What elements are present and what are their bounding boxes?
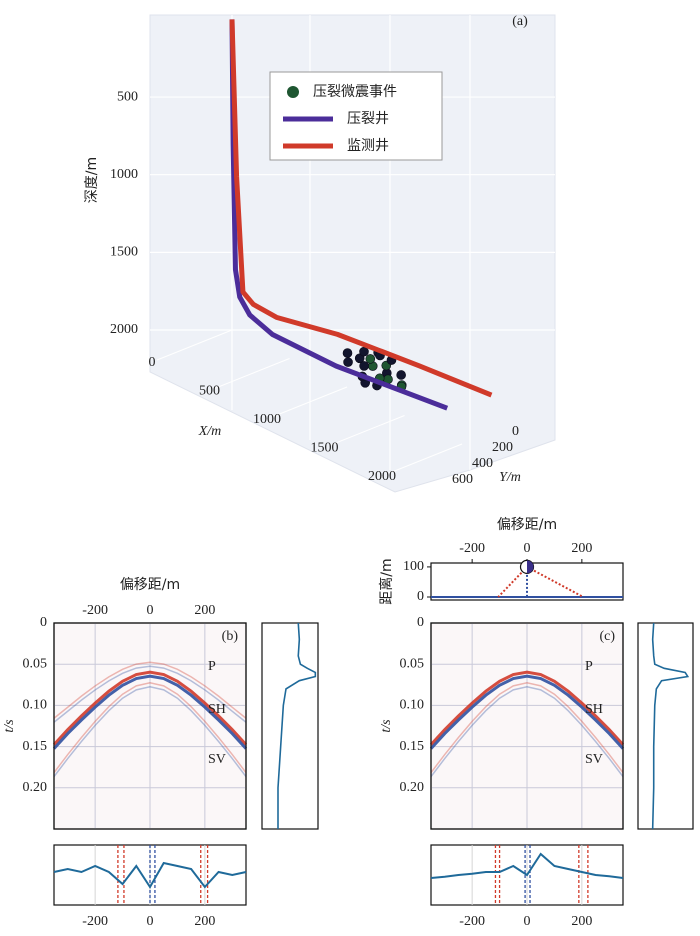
wave-annotation: P [208,659,216,674]
grid-line [271,386,348,418]
legend-label: 压裂微震事件 [313,84,397,100]
wave-annotation: SH [208,702,226,717]
y-tick-label: 0.20 [23,780,48,795]
y-tick-label: 100 [403,559,424,574]
x-tick-label: -200 [82,914,108,929]
x-tick-label: -200 [82,603,108,618]
well-path [229,19,449,411]
y-tick-label: 0 [512,424,519,439]
plot-frame [261,622,319,830]
x-tick-label: 500 [199,384,220,399]
event-point [365,354,376,364]
y-tick-label: 400 [472,456,493,471]
grid-line [386,443,463,475]
y-tick-label: 0.15 [400,739,425,754]
event-point [359,361,369,371]
trace [651,622,690,830]
y-axis-label: 距离/m [378,558,395,604]
plot-frame [53,622,247,830]
y-tick-label: 0 [40,615,47,630]
z-tick-label: 500 [117,89,138,104]
wave-event [53,661,247,719]
x-tick-label: 0 [149,355,156,370]
panel-label: (c) [599,629,615,644]
x-axis-label: X/m [198,424,222,439]
x-tick-label: 0 [147,603,154,618]
x-tick-label: -200 [459,914,485,929]
x-tick-label: 2000 [368,469,396,484]
profile [430,852,624,879]
z-tick-label: 1500 [110,245,138,260]
y-tick-label: 0 [417,615,424,630]
ray-path [526,566,584,598]
panel-label: (a) [512,14,528,29]
wave-annotation: SV [585,752,603,767]
wave-annotation: P [585,659,593,674]
ray-path [497,566,528,598]
y-tick-label: 200 [492,440,513,455]
x-tick-label: 0 [524,914,531,929]
x-axis-label: 偏移距/m [120,577,180,593]
wave-event [429,670,625,746]
plot-frame [430,622,624,830]
legend-label: 监测井 [347,138,389,154]
panel-label: (b) [222,629,239,644]
x-tick-label: 200 [194,914,215,929]
y-axis-label: Y/m [499,470,521,485]
wave-annotation: SH [585,702,603,717]
grid-line [329,415,405,446]
z-axis-label: 深度/m [84,157,100,203]
z-tick-label: 1000 [110,167,138,182]
wave-event [430,682,624,774]
wave-event [52,670,248,746]
x-tick-label: 200 [571,914,592,929]
wave-event [53,686,247,778]
legend-marker [287,86,299,98]
x-tick-label: -200 [459,541,485,556]
trace [277,622,317,829]
y-tick-label: 0.05 [400,656,425,671]
plot-frame [637,622,694,830]
y-tick-label: 0.20 [400,780,425,795]
y-axis-label: t/s [2,719,17,733]
y-tick-label: 0 [417,589,424,604]
y-axis-label: t/s [379,719,394,733]
grid-line [214,358,290,389]
wave-event [53,682,247,774]
legend-label: 压裂井 [347,111,389,127]
y-tick-label: 0.15 [23,739,48,754]
x-tick-label: 1500 [311,441,339,456]
grid-line [156,329,233,361]
y-tick-label: 600 [452,472,473,487]
x-tick-label: 1000 [253,412,281,427]
x-axis-label: 偏移距/m [497,517,557,533]
well-path [229,19,493,398]
wave-event [53,665,247,723]
event-point [342,348,353,358]
wave-event [429,674,625,750]
x-tick-label: 200 [571,541,592,556]
profile [53,861,247,889]
event-point [359,346,369,357]
y-tick-label: 0.10 [23,698,48,713]
source-lobe [527,560,534,574]
event-point [343,357,353,367]
event-point [354,353,365,364]
wave-event [52,674,248,750]
y-tick-label: 0.05 [23,656,48,671]
wave-annotation: SV [208,752,226,767]
wave-event [430,686,624,778]
y-tick-label: 0.10 [400,698,425,713]
x-tick-label: 0 [147,914,154,929]
event-point [396,370,406,380]
x-tick-label: 0 [524,541,531,556]
z-tick-label: 2000 [110,322,138,337]
x-tick-label: 200 [194,603,215,618]
